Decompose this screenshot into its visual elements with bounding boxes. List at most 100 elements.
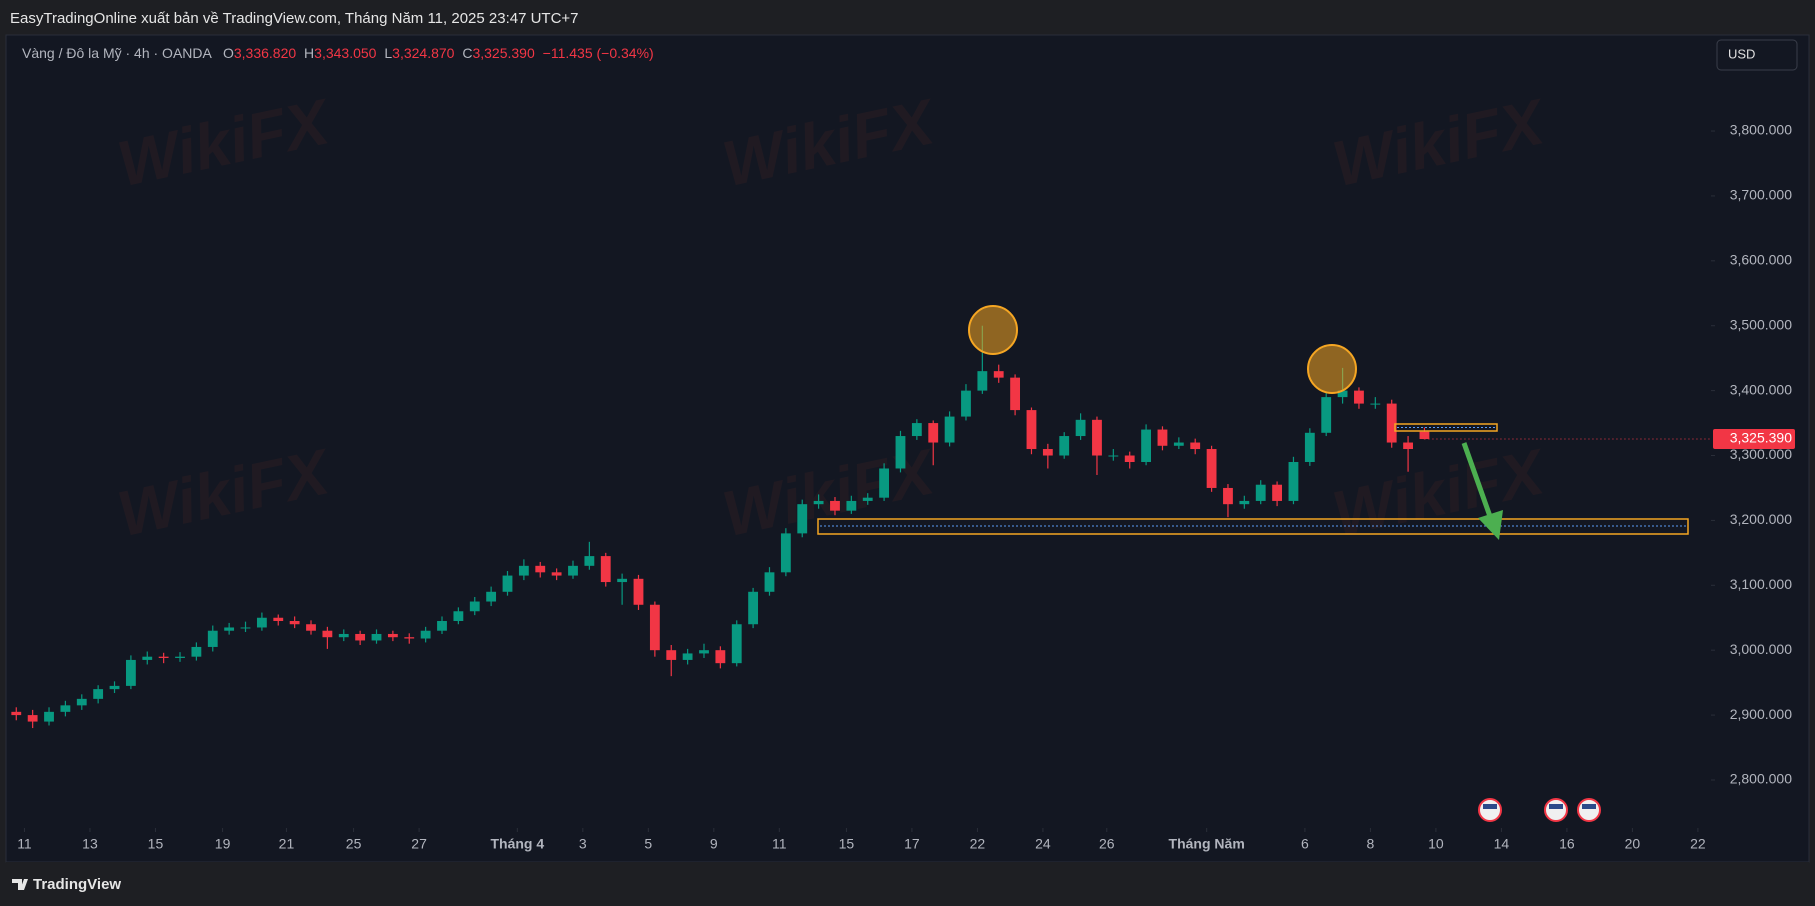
x-tick-label: 17 — [904, 836, 920, 852]
candle-body — [1124, 455, 1135, 462]
x-tick-label: 22 — [970, 836, 986, 852]
candle-body — [1010, 377, 1021, 411]
candle-body — [1173, 442, 1184, 446]
candle-body — [109, 685, 120, 690]
candle-body — [207, 630, 218, 647]
x-tick-label: 14 — [1494, 836, 1510, 852]
candle-body — [961, 390, 971, 417]
candle-body — [60, 705, 71, 712]
candle-body — [224, 627, 235, 631]
x-tick-label: 10 — [1428, 836, 1444, 852]
candle-body — [93, 689, 104, 699]
candle-body — [387, 633, 398, 638]
candle-body — [600, 556, 611, 583]
arrow-shaft — [1461, 442, 1495, 523]
brand-logo — [12, 879, 28, 890]
candle-body — [748, 591, 759, 625]
candle-body — [273, 617, 284, 621]
candle-body — [486, 591, 497, 602]
candle-body — [584, 556, 595, 566]
last-price-tag — [1713, 429, 1795, 450]
x-tick-label: 15 — [839, 836, 855, 852]
candle-body — [928, 423, 939, 443]
x-tick-label: 3 — [579, 836, 587, 852]
symbol-name: Vàng / Đô la Mỹ · 4h · OANDA — [22, 45, 213, 61]
candle-body — [11, 711, 22, 716]
x-tick-label: 9 — [710, 836, 718, 852]
candle-body — [1288, 462, 1299, 501]
candle-body — [797, 504, 808, 534]
x-tick-label: 20 — [1625, 836, 1641, 852]
x-tick-label: 11 — [772, 836, 787, 852]
y-tick-label: 3,300.000 — [1730, 446, 1792, 462]
ohlc-value: 3,325.390 — [472, 45, 534, 61]
x-tick-label: 8 — [1367, 836, 1375, 852]
x-tick-label: 24 — [1035, 836, 1051, 852]
arrow-head — [1478, 510, 1503, 540]
x-tick-label: 16 — [1559, 836, 1575, 852]
x-tick-label: 15 — [148, 836, 164, 852]
candle-body — [191, 646, 202, 657]
candle-body — [256, 617, 267, 628]
x-tick-label: 5 — [644, 836, 652, 852]
candle-body — [1370, 403, 1381, 405]
event-flag[interactable] — [1544, 798, 1568, 822]
y-tick-label: 3,700.000 — [1730, 187, 1792, 203]
currency-button[interactable] — [1716, 39, 1798, 71]
candle-body — [1190, 442, 1201, 450]
candle-body — [518, 565, 529, 576]
currency[interactable]: USD — [1728, 46, 1755, 61]
top-circle — [968, 305, 1018, 355]
event-flag[interactable] — [1577, 798, 1601, 822]
event-flags — [1478, 798, 1601, 822]
event-flag[interactable] — [1478, 798, 1502, 822]
y-tick-label: 2,800.000 — [1730, 771, 1792, 787]
candle-body — [1239, 500, 1250, 505]
candle-body — [977, 371, 988, 391]
support-zone — [817, 518, 1689, 535]
candle-body — [453, 611, 464, 621]
candle-body — [1059, 436, 1070, 456]
candle-body — [568, 565, 578, 576]
x-tick-label: 26 — [1099, 836, 1115, 852]
candle-body — [617, 578, 628, 583]
plot: 2,800.000 2,900.000 3,000.000 3,100.000 3,20… — [11, 122, 1795, 852]
candle-body — [1354, 390, 1364, 404]
publish-title: EasyTradingOnline xuất bản về TradingVie… — [10, 10, 579, 27]
symbol-legend: Vàng / Đô la Mỹ · 4h · OANDA O3,336.820 … — [22, 45, 654, 61]
candle-body — [469, 601, 480, 612]
y-tick-label: 2,900.000 — [1730, 706, 1792, 722]
y-tick-label: 3,600.000 — [1730, 252, 1792, 268]
candle-body — [289, 620, 300, 625]
candle-body — [1419, 431, 1430, 440]
candle-body — [1141, 429, 1152, 462]
last-price-label: 3,325.390 — [1730, 430, 1792, 446]
annotations — [817, 305, 1689, 822]
candle-body — [1304, 432, 1315, 462]
candle-body — [944, 416, 955, 443]
ohlc-key: L — [384, 45, 392, 61]
ohlc-key: C — [462, 45, 472, 61]
candle-body — [666, 650, 677, 660]
ohlc-value: 3,343.050 — [314, 45, 376, 61]
candle-body — [404, 637, 415, 639]
candle-body — [764, 572, 775, 592]
candle-body — [1223, 487, 1233, 505]
ohlc-key: O — [223, 45, 234, 61]
candle-body — [715, 650, 726, 664]
candle-body — [649, 604, 660, 651]
candle-body — [1255, 484, 1266, 501]
ohlc-key: H — [304, 45, 314, 61]
candle-body — [1337, 390, 1348, 398]
x-tick-label: 11 — [17, 836, 32, 852]
candle-body — [322, 630, 333, 638]
candle-body — [371, 633, 382, 641]
candle-body — [780, 533, 791, 573]
candle-body — [125, 659, 136, 686]
candle-body — [420, 630, 431, 639]
candle-body — [911, 423, 922, 437]
candle-body — [731, 624, 742, 664]
candle-body — [142, 656, 153, 660]
candle-body — [44, 711, 54, 722]
